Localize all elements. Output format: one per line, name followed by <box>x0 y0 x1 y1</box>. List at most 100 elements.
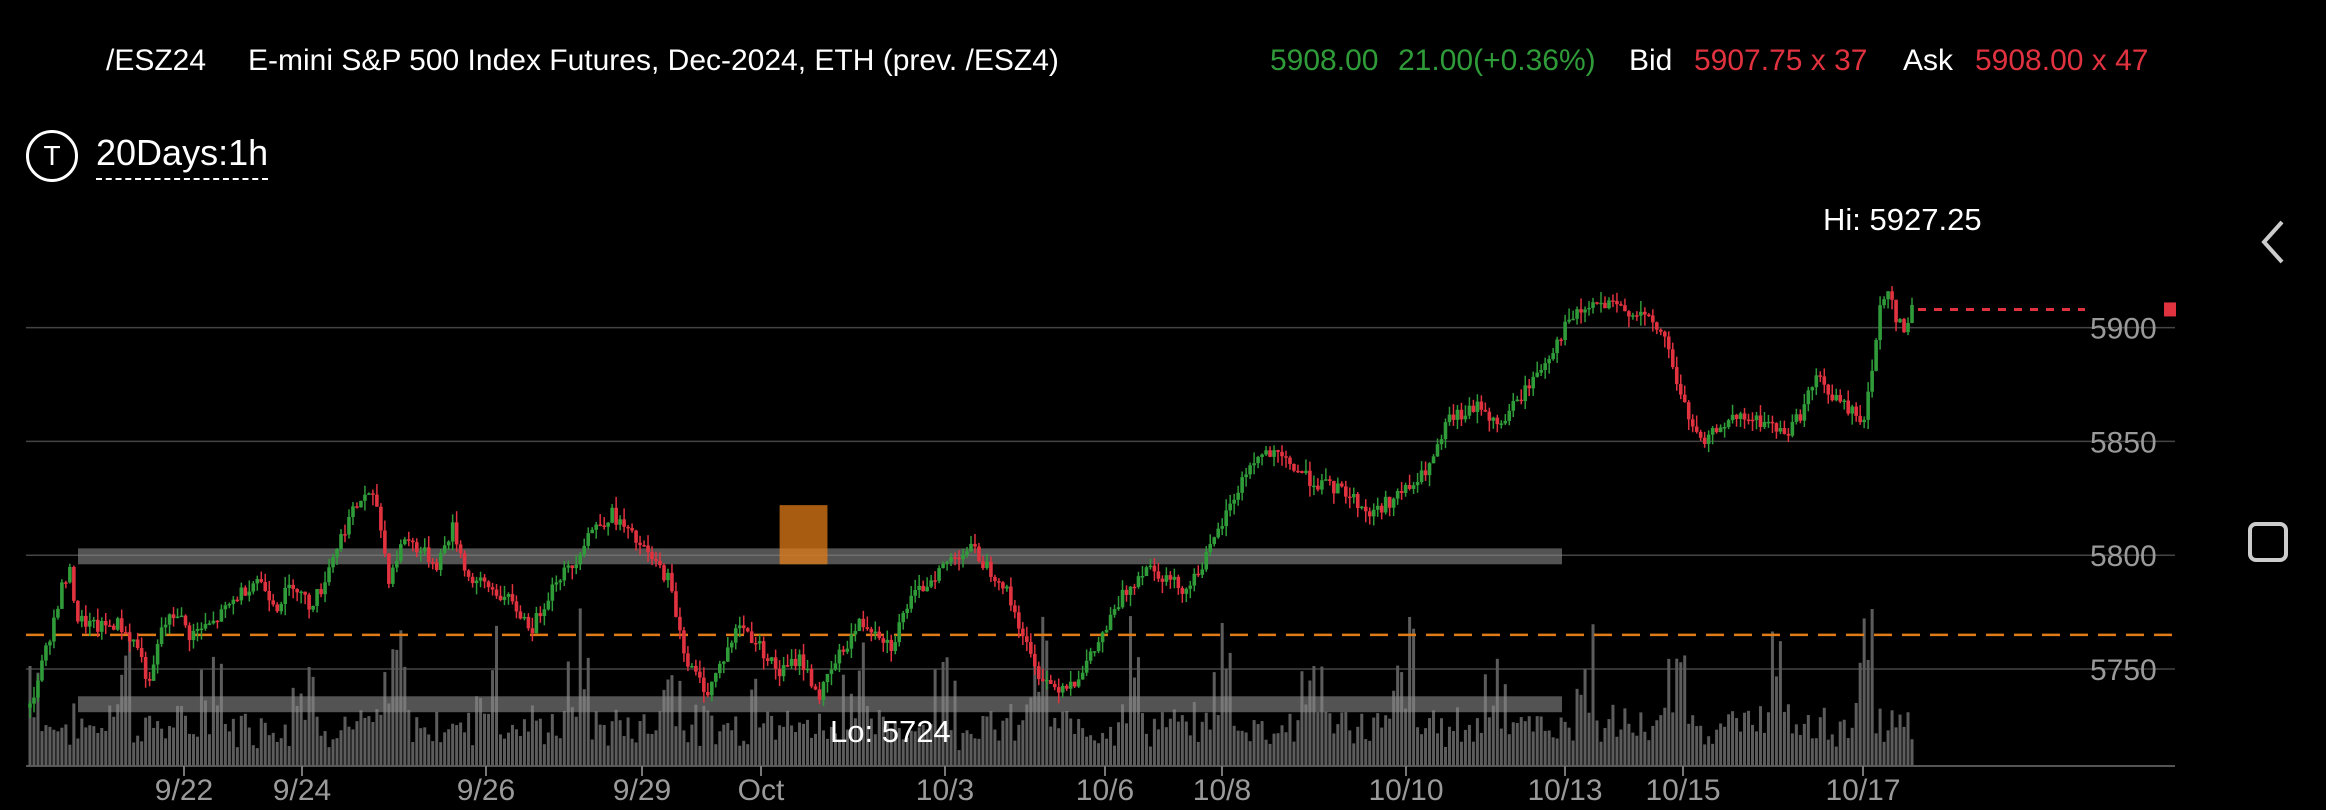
volume-bar <box>798 722 802 766</box>
candle <box>925 586 929 592</box>
candle <box>1766 421 1771 424</box>
volume-bar <box>885 723 889 766</box>
chevron-left-icon[interactable] <box>2254 218 2294 266</box>
volume-bar <box>1639 712 1643 766</box>
timeframe-selector[interactable]: T 20Days:1h <box>26 130 269 182</box>
volume-bar <box>1822 707 1826 766</box>
candle <box>1009 586 1013 606</box>
volume-bar <box>295 705 299 766</box>
volume-bar <box>1615 736 1619 766</box>
symbol-label[interactable]: /ESZ24 <box>106 44 207 77</box>
support-resistance-zone[interactable] <box>78 696 1562 713</box>
volume-bar <box>483 713 487 766</box>
candle <box>857 618 862 632</box>
highlight-box[interactable] <box>779 505 828 565</box>
candle <box>957 557 961 560</box>
candle <box>478 577 483 581</box>
candle <box>1882 299 1886 306</box>
square-icon[interactable] <box>2246 520 2290 564</box>
candle <box>1599 302 1603 305</box>
candle <box>1355 493 1360 509</box>
candle <box>638 542 642 546</box>
price-axis-label: 5850 <box>2090 426 2157 459</box>
volume-bar <box>730 730 734 766</box>
volume-bar <box>176 705 180 766</box>
volume-bar <box>1268 743 1272 766</box>
volume-bar <box>303 719 307 766</box>
volume-bar <box>1240 730 1244 766</box>
volume-bar <box>626 717 630 766</box>
candle <box>833 663 838 670</box>
ask-value: 5908.00 x 47 <box>1975 44 2149 77</box>
candle <box>1539 369 1543 373</box>
volume-bar <box>1723 726 1727 766</box>
candle <box>666 572 670 581</box>
volume-bar <box>973 738 977 766</box>
volume-bar <box>1559 717 1563 766</box>
drawing-tools-icon[interactable]: T <box>26 130 78 182</box>
candle <box>1690 419 1695 427</box>
candle <box>1005 586 1009 589</box>
candle <box>1200 569 1205 575</box>
volume-bar <box>1774 676 1778 766</box>
volume-bar <box>989 711 993 766</box>
x-tick-label: 9/22 <box>155 774 213 807</box>
candle <box>1100 632 1105 643</box>
volume-bar <box>180 705 184 766</box>
volume-bar <box>1814 738 1818 766</box>
volume-bar <box>766 711 770 766</box>
volume-bar <box>275 741 279 766</box>
candle <box>1312 485 1316 488</box>
volume-bar <box>1013 740 1017 766</box>
volume-bar <box>1531 731 1535 766</box>
volume-bar <box>403 666 407 766</box>
candle <box>139 648 144 658</box>
volume-bar <box>1754 731 1758 766</box>
candle <box>1156 571 1161 579</box>
candle <box>1048 680 1053 684</box>
volume-bar <box>160 728 164 766</box>
candle <box>1662 331 1667 337</box>
candle <box>574 564 579 569</box>
timeframe-label[interactable]: 20Days:1h <box>96 132 269 180</box>
candle <box>1347 496 1352 499</box>
volume-bar <box>1443 746 1447 766</box>
volume-bar <box>837 741 841 766</box>
candle <box>749 631 754 643</box>
candle <box>554 582 559 585</box>
candle <box>44 645 48 661</box>
candle <box>1188 585 1193 589</box>
volume-bar <box>849 693 853 766</box>
volume-bar <box>821 730 825 766</box>
volume-bar <box>1523 721 1527 766</box>
candle <box>72 566 76 601</box>
volume-bar <box>1200 721 1204 766</box>
volume-bar <box>443 732 447 766</box>
candle <box>1351 493 1356 498</box>
volume-bar <box>1041 616 1045 766</box>
volume-bar <box>694 704 698 766</box>
volume-bar <box>1643 731 1647 766</box>
volume-bar <box>774 739 778 766</box>
volume-bar <box>1599 741 1603 766</box>
volume-bar <box>1396 665 1400 766</box>
volume-bar <box>1220 622 1224 766</box>
candle <box>1858 415 1862 423</box>
candle <box>1344 486 1348 497</box>
volume-bar <box>1152 718 1156 766</box>
volume-bar <box>949 730 953 766</box>
candle <box>1543 363 1547 370</box>
volume-bar <box>1216 715 1220 766</box>
volume-bar <box>933 669 937 766</box>
candle <box>1818 375 1823 377</box>
candle <box>1611 300 1615 302</box>
volume-bar <box>32 717 36 766</box>
volume-bar <box>1037 691 1041 766</box>
candle <box>901 613 906 623</box>
candle <box>1730 414 1735 421</box>
volume-bar <box>1703 744 1707 766</box>
candle <box>1678 384 1683 395</box>
candle <box>474 580 479 584</box>
volume-bar <box>335 738 339 766</box>
